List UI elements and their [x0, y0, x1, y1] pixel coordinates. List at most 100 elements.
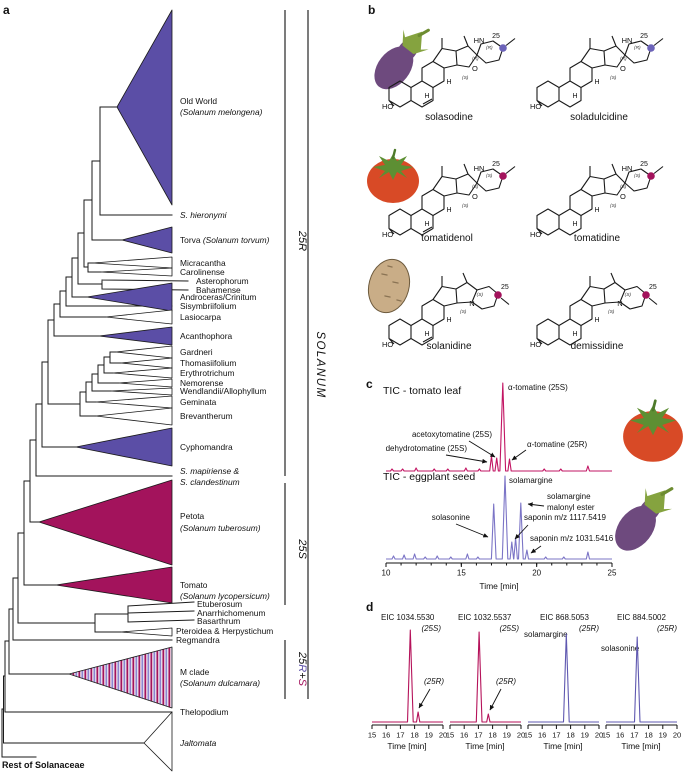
eic-title: EIC 1032.5537	[458, 613, 512, 622]
annotation-arrow	[527, 502, 545, 507]
stereo-label: (S)	[477, 292, 484, 298]
compound-name: solasodine	[425, 112, 473, 123]
eic-x-axis-label: Time [min]	[387, 741, 426, 751]
clade-triangle-androceras	[86, 282, 173, 312]
stereo-label: (S)	[620, 184, 627, 190]
clade-label: Regmandra	[176, 635, 220, 645]
clade-triangle-petota	[38, 479, 173, 566]
eic-x-axis: 15 16 17 18 19 20	[524, 724, 603, 740]
eic-1034-trace	[372, 629, 443, 723]
annotation-arrow	[489, 688, 502, 711]
clade-label: Thomasiifolium	[180, 358, 236, 368]
tick-label: 16	[538, 731, 546, 740]
clade-label: Etuberosum	[197, 599, 242, 609]
tick-label: 10	[382, 569, 391, 578]
clade-triangle	[120, 357, 173, 369]
annotation-arrow	[530, 545, 542, 554]
c25-dot	[499, 172, 507, 180]
clade-label: Sisymbriifolium	[180, 301, 236, 311]
annotation-arrow	[514, 524, 529, 540]
c25-label: 25	[492, 33, 500, 40]
stereo-label: (S)	[625, 292, 632, 298]
eic-868-trace	[528, 633, 599, 723]
clade-label: Basarthrum	[197, 616, 240, 626]
peak-label: saponin m/z 1031.5416	[530, 534, 614, 543]
clade-label: Geminata	[180, 397, 217, 407]
genus-label: SOLANUM	[314, 331, 326, 398]
tick-label: 17	[552, 731, 560, 740]
eic-compound-label: solasonine	[601, 644, 640, 653]
eic-x-axis-label: Time [min]	[543, 741, 582, 751]
eic-1032-trace	[450, 631, 521, 723]
peak-label: solasonine	[432, 513, 471, 522]
tic-tomato-leaf-trace	[386, 382, 612, 472]
peak-label: solamargine	[509, 476, 553, 485]
stereo-label: (S)	[610, 203, 617, 209]
tick-label: 17	[474, 731, 482, 740]
peak-label: α-tomatine (25R)	[527, 440, 588, 449]
eic-trace-group	[450, 631, 521, 723]
clade-label: Nemorense	[180, 378, 224, 388]
c25-dot	[642, 291, 650, 299]
clade-triangle	[100, 267, 173, 277]
eic-title: EIC 1034.5530	[381, 613, 435, 622]
eic-x-axis-label: Time [min]	[465, 741, 504, 751]
bracket-lines	[284, 10, 309, 699]
clade-label: Bahamense	[196, 285, 241, 295]
tree-branches	[1, 106, 195, 758]
clade-label: Asterophorum	[196, 276, 249, 286]
eic-compound-label: solamargine	[524, 630, 568, 639]
clade-label: Anarrhichomenum	[197, 608, 265, 618]
eic-x-axis: 15 16 17 18 19 20	[602, 724, 681, 740]
clade-label: Erythrotrichum	[180, 368, 234, 378]
panel-b-structures: b 25 (R) (R) (S) 25 (R) (R) (S)	[361, 3, 664, 352]
tick-label: 20	[517, 731, 525, 740]
tomato-icon	[365, 148, 421, 205]
clade-triangle-tomato	[55, 566, 173, 604]
tic-eggplant-seed-trace	[386, 475, 612, 560]
compound-name: solanidine	[426, 341, 471, 352]
peak-label: acetoxytomatine (25S)	[412, 430, 492, 439]
stereo-label: (S)	[462, 75, 469, 81]
clade-label: Wendlandii/Allophyllum	[180, 386, 266, 396]
tick-label: 15	[457, 569, 466, 578]
eic-minor-label: (25R)	[496, 677, 516, 686]
clade-label: (Solanum lycopersicum)	[180, 591, 270, 601]
structure-tomatidine: 25 (S) (S) (S)	[529, 161, 664, 240]
tick-label: 18	[566, 731, 574, 740]
panel-a-letter: a	[3, 3, 10, 17]
eic-trace-group	[606, 636, 677, 723]
clade-label: Carolinense	[180, 267, 225, 277]
structure-solasodine: 25 (R) (R) (S)	[381, 33, 516, 112]
stereo-label: (S)	[462, 203, 469, 209]
clade-label: Cyphomandra	[180, 442, 233, 452]
eic-868-subplot: EIC 868.5053 (25R) solamargine 15 16 17 18 1…	[524, 613, 603, 751]
tick-label: 18	[644, 731, 652, 740]
clade-label: Brevantherum	[180, 411, 233, 421]
tic-x-axis: 10 15 20 25	[382, 562, 617, 578]
clade-label: Old World	[180, 96, 217, 106]
eggplant-icon	[364, 16, 440, 99]
eic-1032-subplot: EIC 1032.5537 (25S) 15 16 17 18 19 20 (25R) T…	[446, 613, 525, 751]
eic-trace-group	[528, 633, 599, 723]
annotation-arrow	[468, 440, 496, 458]
clade-triangle	[110, 387, 173, 396]
stereo-label: (R)	[472, 56, 479, 62]
tick-label: 19	[503, 731, 511, 740]
eic-title: EIC 884.5002	[617, 613, 666, 622]
clade-triangle	[95, 407, 173, 426]
panel-d-letter: d	[366, 600, 373, 614]
clade-triangle-acanthophora	[98, 326, 173, 346]
tomato-icon	[621, 399, 685, 464]
eic-x-axis: 15 16 17 18 19 20	[446, 724, 525, 740]
c25-label: 25	[501, 284, 509, 291]
clade-triangle-cyphomandra	[75, 427, 173, 467]
clade-label: Petota	[180, 511, 205, 521]
tick-label: 16	[382, 731, 390, 740]
c25-label: 25	[649, 284, 657, 291]
eic-884-trace	[606, 636, 677, 723]
clade-label: Micracantha	[180, 258, 226, 268]
stereo-label: (S)	[486, 173, 493, 179]
tick-label: 19	[581, 731, 589, 740]
